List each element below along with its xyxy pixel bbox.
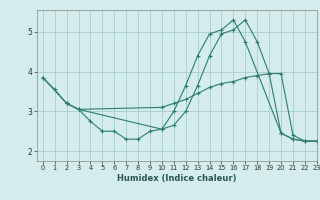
X-axis label: Humidex (Indice chaleur): Humidex (Indice chaleur) — [117, 174, 236, 183]
